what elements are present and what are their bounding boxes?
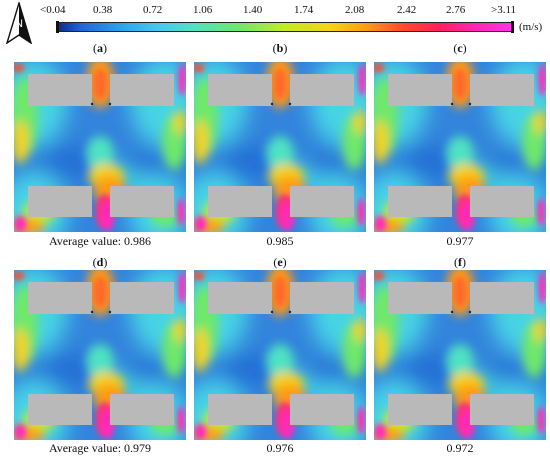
colorbar-tick: 2.42 xyxy=(397,4,417,16)
colorbar-tick-labels: <0.04 0.38 0.72 1.06 1.40 1.74 2.08 2.42… xyxy=(0,4,550,20)
panel-d-label: (d) xyxy=(92,255,108,269)
panel-b-label: (b) xyxy=(272,41,288,55)
panel-c-caption: 0.977 xyxy=(446,234,474,248)
panel-b-caption: 0.985 xyxy=(266,234,294,248)
panel-a-caption: Average value: 0.986 xyxy=(48,234,152,248)
colorbar-end-marker xyxy=(56,21,59,33)
colorbar xyxy=(56,21,514,33)
colorbar-tick: 1.40 xyxy=(243,4,263,16)
north-arrow-icon: N xyxy=(4,2,34,44)
colorbar-tick: >3.11 xyxy=(491,4,517,16)
colorbar-tick: 2.08 xyxy=(345,4,365,16)
colorbar-tick: 0.38 xyxy=(93,4,113,16)
panel-a-label: (a) xyxy=(93,41,107,55)
panel-c-wind-field xyxy=(374,62,546,232)
panel-f-wind-field xyxy=(374,270,546,440)
colorbar-end-marker xyxy=(511,21,514,33)
panel-b-wind-field xyxy=(194,62,366,232)
panel-e-wind-field xyxy=(194,270,366,440)
panel-e-label: (e) xyxy=(273,255,287,269)
colorbar-tick: 1.06 xyxy=(193,4,213,16)
panel-a-wind-field xyxy=(14,62,186,232)
panel-c-label: (c) xyxy=(453,41,467,55)
colorbar-tick: <0.04 xyxy=(40,4,66,16)
colorbar-tick: 0.72 xyxy=(143,4,163,16)
colorbar-tick: 1.74 xyxy=(294,4,314,16)
colorbar-unit: (m/s) xyxy=(519,21,543,33)
panel-f-label: (f) xyxy=(454,255,466,269)
panel-f-caption: 0.972 xyxy=(446,441,474,455)
panel-d-caption: Average value: 0.979 xyxy=(48,441,152,455)
compass-letter: N xyxy=(15,18,23,30)
colorbar-tick: 2.76 xyxy=(446,4,466,16)
panel-d-wind-field xyxy=(14,270,186,440)
panel-e-caption: 0.976 xyxy=(266,441,294,455)
